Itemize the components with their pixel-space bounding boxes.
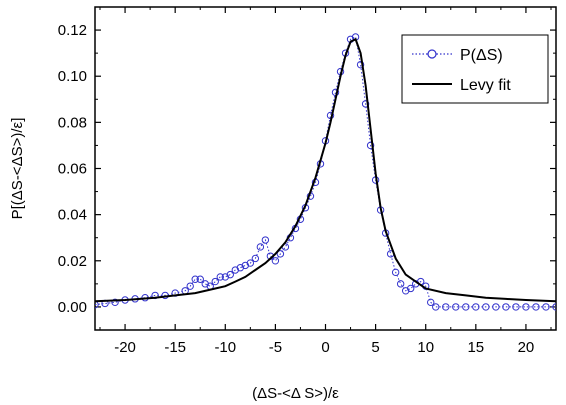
data-point — [271, 257, 280, 265]
data-point — [186, 282, 194, 290]
data-point — [452, 303, 460, 311]
data-point — [502, 303, 510, 311]
data-point — [427, 298, 435, 307]
x-tick-label: 20 — [518, 339, 535, 356]
data-point — [226, 270, 234, 279]
data-point — [276, 250, 285, 258]
data-point — [196, 275, 204, 283]
data-point — [406, 284, 415, 293]
data-point — [522, 303, 530, 311]
legend-box — [401, 34, 549, 104]
x-tick-label: 10 — [417, 339, 434, 356]
data-point — [361, 100, 370, 108]
data-point — [111, 298, 119, 307]
legend-label: Levy fit — [460, 77, 511, 94]
x-axis-label: (ΔS-<Δ S>)/ε — [252, 385, 339, 402]
x-tick-label: -20 — [114, 339, 136, 356]
x-tick-label: 0 — [321, 339, 329, 356]
data-point — [552, 303, 556, 311]
data-point — [462, 303, 470, 311]
data-point — [356, 60, 365, 69]
data-point — [256, 243, 265, 251]
data-point — [432, 303, 440, 311]
y-tick-label: 0.06 — [58, 161, 87, 178]
data-point — [472, 303, 480, 311]
y-tick-label: 0.08 — [58, 114, 87, 131]
data-point — [542, 303, 550, 311]
data-point — [492, 303, 500, 311]
y-tick-label: 0.00 — [58, 299, 87, 316]
legend-label: P(ΔS) — [460, 47, 503, 64]
y-axis-label: P[(ΔS-<ΔS>)/ε] — [9, 118, 26, 220]
data-point — [251, 254, 260, 263]
series-line-levy-fit — [95, 37, 556, 303]
data-point — [512, 303, 520, 311]
x-tick-label: 5 — [371, 339, 379, 356]
data-point — [442, 303, 450, 311]
data-point — [216, 273, 224, 281]
y-tick-label: 0.02 — [58, 253, 87, 270]
x-tick-label: -5 — [269, 339, 282, 356]
legend-swatch-marker — [427, 49, 437, 59]
data-point — [246, 259, 255, 267]
data-point — [211, 277, 219, 286]
y-tick-label: 0.12 — [58, 22, 87, 39]
data-point — [191, 275, 199, 283]
x-tick-label: 15 — [467, 339, 484, 356]
data-point — [532, 303, 540, 311]
data-point — [396, 280, 405, 288]
x-tick-label: -15 — [164, 339, 186, 356]
data-point — [95, 300, 99, 309]
x-tick-label: -10 — [214, 339, 236, 356]
plot-area — [95, 33, 556, 311]
y-tick-label: 0.10 — [58, 68, 87, 85]
data-point — [482, 303, 490, 311]
data-point — [366, 141, 375, 150]
y-tick-label: 0.04 — [58, 207, 87, 224]
data-point — [391, 268, 400, 277]
data-point — [261, 236, 270, 244]
